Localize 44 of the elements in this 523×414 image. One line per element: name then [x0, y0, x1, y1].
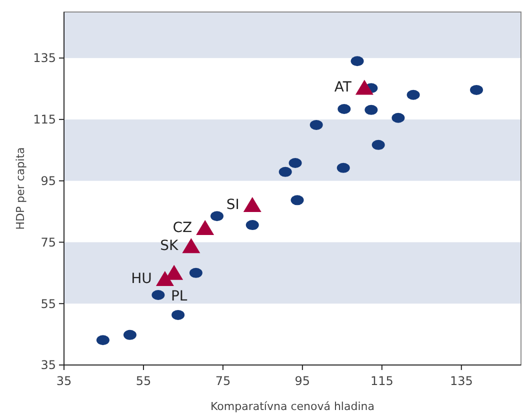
annotation: AT: [334, 80, 352, 96]
point: [392, 112, 405, 123]
point: [350, 56, 364, 66]
annotation: SI: [226, 196, 240, 213]
point: [364, 104, 378, 115]
y-tick-label: 115: [33, 112, 56, 127]
x-tick-label: 95: [294, 374, 310, 388]
x-axis-title: Komparatívna cenová hladina: [210, 400, 374, 413]
y-tick-label: 95: [40, 174, 56, 188]
point: [152, 290, 165, 300]
y-tick-label: 75: [40, 235, 56, 250]
point: [246, 220, 259, 230]
point: [288, 158, 302, 168]
point: [182, 238, 200, 254]
point: [338, 104, 351, 114]
x-tick-label: 35: [56, 374, 72, 388]
annotation: CZ: [172, 220, 192, 236]
point: [278, 166, 292, 177]
point: [470, 84, 483, 95]
x-tick-label: 75: [215, 374, 231, 388]
point: [189, 268, 202, 278]
point: [123, 330, 136, 340]
annotation: HU: [131, 270, 152, 287]
point: [156, 270, 174, 286]
annotation: PL: [170, 288, 188, 305]
point: [372, 140, 385, 150]
x-tick-label: 55: [136, 374, 152, 388]
point: [196, 220, 214, 236]
point: [310, 120, 323, 130]
annotation: SK: [160, 238, 179, 254]
y-axis-title: HDP per capita: [14, 147, 27, 230]
y-tick-label: 135: [33, 51, 56, 66]
point: [355, 80, 374, 95]
point: [243, 196, 262, 212]
point: [290, 195, 304, 206]
point: [336, 162, 350, 173]
point: [96, 335, 110, 346]
point: [172, 310, 185, 320]
x-tick-label: 135: [450, 374, 473, 388]
point: [210, 211, 224, 222]
y-tick-label: 35: [40, 358, 56, 372]
x-tick-label: 115: [370, 374, 394, 388]
point: [406, 90, 420, 100]
y-tick-label: 55: [40, 296, 56, 311]
